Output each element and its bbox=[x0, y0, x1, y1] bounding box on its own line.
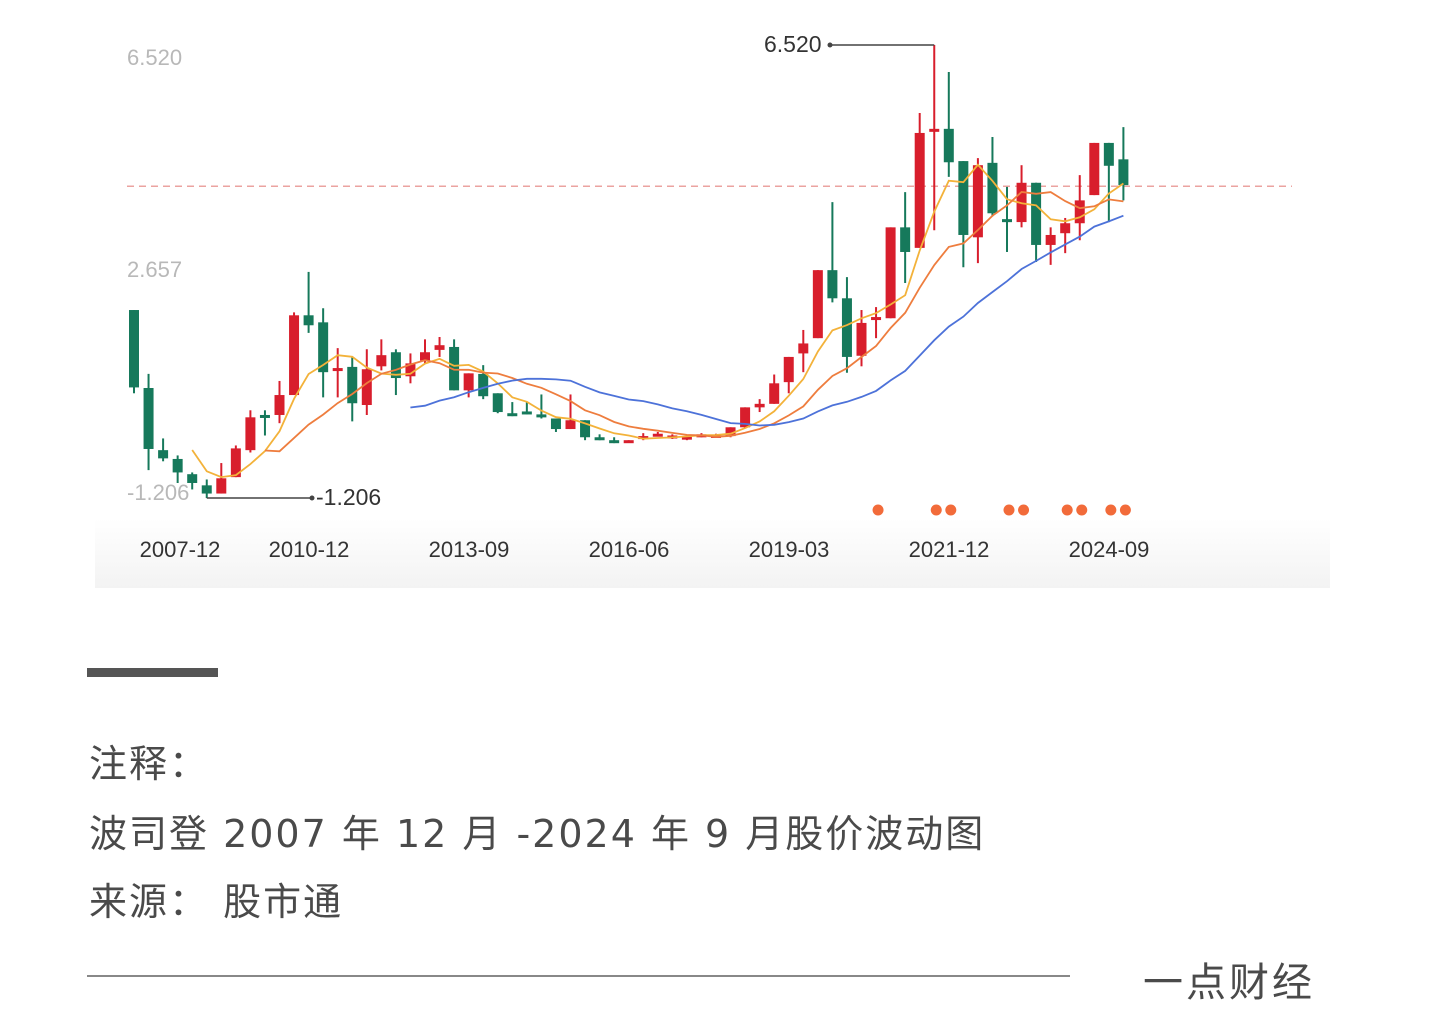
candle-body bbox=[812, 270, 823, 339]
candle-body bbox=[798, 343, 809, 354]
candle-body bbox=[565, 420, 576, 430]
moving-average-line-ma10 bbox=[264, 191, 1124, 453]
candle-body bbox=[594, 437, 605, 441]
candle-body bbox=[405, 363, 416, 377]
candle-body bbox=[841, 298, 852, 357]
candle-body bbox=[1089, 142, 1100, 196]
event-marker-dot bbox=[1119, 504, 1131, 516]
candle-body bbox=[856, 322, 867, 356]
candle-body bbox=[725, 427, 736, 437]
x-tick-label: 2019-03 bbox=[748, 537, 830, 562]
x-tick-label: 2007-12 bbox=[139, 537, 221, 562]
y-label-max: 6.520 bbox=[127, 45, 183, 70]
candle-body bbox=[274, 395, 285, 415]
candle-body bbox=[1074, 200, 1085, 224]
candle-body bbox=[478, 373, 489, 397]
max-annotation-dot bbox=[827, 42, 833, 48]
candle-body bbox=[987, 162, 998, 214]
caption-source: 来源： 股市通 bbox=[89, 880, 344, 924]
candle-body bbox=[609, 440, 620, 444]
candle-body bbox=[958, 161, 969, 235]
candle-body bbox=[230, 448, 241, 478]
event-marker-dot bbox=[1105, 504, 1117, 516]
candle-body bbox=[1103, 142, 1114, 166]
event-marker-dot bbox=[1061, 504, 1073, 516]
event-marker-dot bbox=[1076, 504, 1088, 516]
candle-body bbox=[929, 128, 940, 132]
min-annotation: -1.206 bbox=[316, 484, 382, 510]
event-marker-dot bbox=[930, 504, 942, 516]
accent-bar bbox=[87, 668, 218, 677]
candle-body bbox=[449, 346, 460, 391]
candle-body bbox=[536, 414, 547, 418]
candle-body bbox=[943, 128, 954, 163]
event-marker-dot bbox=[872, 504, 884, 516]
x-tick-label: 2016-06 bbox=[588, 537, 670, 562]
candle-body bbox=[521, 411, 532, 415]
candle-body bbox=[172, 458, 183, 473]
candle-body bbox=[318, 322, 329, 373]
candle-body bbox=[871, 317, 882, 321]
candle-body bbox=[1060, 223, 1071, 234]
candle-body bbox=[827, 270, 838, 299]
candle-body bbox=[434, 345, 445, 350]
x-tick-label: 2013-09 bbox=[428, 537, 510, 562]
x-tick-label: 2010-12 bbox=[268, 537, 350, 562]
candle-body bbox=[885, 227, 896, 319]
caption-heading: 注释： bbox=[89, 742, 210, 786]
candle-body bbox=[259, 414, 270, 418]
candle-body bbox=[681, 436, 692, 440]
candle-body bbox=[332, 368, 343, 372]
candle-body bbox=[638, 436, 649, 440]
chart-panel bbox=[95, 10, 1330, 588]
candle-body bbox=[187, 474, 198, 483]
event-marker-dot bbox=[1018, 504, 1030, 516]
candle-body bbox=[361, 369, 372, 406]
candle-body bbox=[783, 356, 794, 383]
candle-body bbox=[550, 418, 561, 430]
candle-body bbox=[1045, 234, 1056, 245]
x-tick-label: 2021-12 bbox=[908, 537, 990, 562]
min-annotation-dot bbox=[309, 495, 315, 501]
candle-body bbox=[972, 165, 983, 238]
candlestick-chart bbox=[127, 42, 1292, 516]
candle-body bbox=[652, 433, 663, 437]
candle-body bbox=[492, 393, 503, 413]
brand-name: 一点财经 bbox=[1143, 960, 1315, 1006]
candle-body bbox=[143, 388, 154, 449]
event-marker-dot bbox=[945, 504, 957, 516]
moving-average-line-ma5 bbox=[191, 163, 1124, 479]
candle-body bbox=[754, 403, 765, 408]
candle-body bbox=[158, 450, 169, 459]
candle-body bbox=[303, 315, 314, 326]
candle-body bbox=[129, 310, 139, 388]
candle-body bbox=[245, 417, 256, 451]
candle-body bbox=[463, 373, 474, 391]
candle-body bbox=[769, 383, 780, 404]
y-label-mid: 2.657 bbox=[127, 257, 183, 282]
event-marker-dot bbox=[1003, 504, 1015, 516]
candle-body bbox=[740, 407, 751, 428]
candle-body bbox=[623, 440, 634, 444]
candle-body bbox=[1002, 219, 1012, 223]
candle-body bbox=[1118, 159, 1129, 186]
candle-body bbox=[507, 413, 518, 417]
footer-divider bbox=[87, 975, 1070, 977]
x-tick-label: 2024-09 bbox=[1068, 537, 1150, 562]
candle-body bbox=[580, 420, 591, 438]
candle-body bbox=[376, 355, 387, 367]
max-annotation: 6.520 bbox=[764, 31, 822, 57]
candle-body bbox=[1031, 182, 1042, 245]
candle-body bbox=[914, 132, 925, 248]
caption-description: 波司登 2007 年 12 月 -2024 年 9 月股价波动图 bbox=[89, 812, 986, 856]
candle-body bbox=[201, 485, 212, 494]
candle-body bbox=[420, 352, 430, 361]
moving-average-line-ma20 bbox=[410, 214, 1124, 427]
candle-body bbox=[900, 227, 911, 252]
y-label-min: -1.206 bbox=[127, 480, 190, 505]
candle-body bbox=[390, 352, 401, 379]
candle-body bbox=[289, 315, 300, 396]
candle-body bbox=[216, 478, 227, 494]
candle-body bbox=[347, 366, 358, 404]
